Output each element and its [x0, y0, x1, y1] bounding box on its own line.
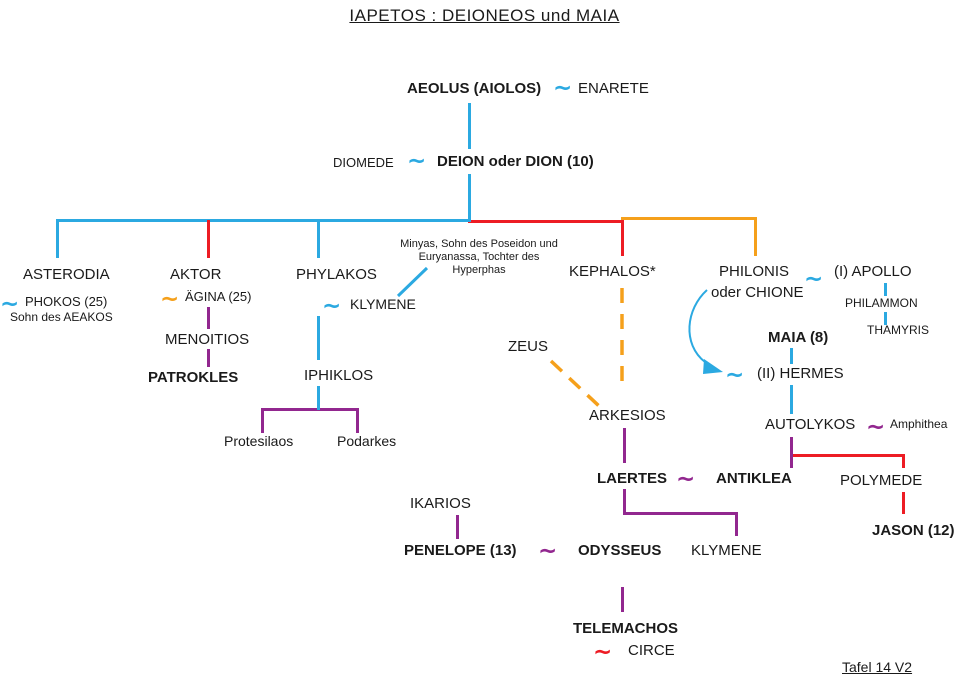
- union-tilde-chione-hermes: ~: [725, 362, 745, 388]
- connector-drop-podarkes: [356, 408, 359, 433]
- node-autolykos: AUTOLYKOS: [765, 416, 856, 433]
- connector-arkesios-laertes: [623, 428, 626, 463]
- connector-drop-polymede: [902, 454, 905, 468]
- node-circe: CIRCE: [628, 642, 675, 659]
- connector-drop-philonis: [754, 217, 757, 256]
- node-maia: MAIA (8): [768, 329, 829, 346]
- connector-aeolus-deion: [468, 103, 471, 149]
- connector-aegina-menoitios: [207, 307, 210, 329]
- node-apollo: (I) APOLLO: [834, 263, 912, 280]
- page-title: IAPETOS : DEIONEOS und MAIA: [349, 6, 620, 25]
- union-tilde-telemachos-circe: ~: [593, 639, 613, 665]
- connector-main-cyan: [56, 219, 470, 222]
- union-tilde-asterodia-phokos: ~: [0, 291, 20, 317]
- note-phokos: Sohn des AEAKOS: [10, 310, 113, 324]
- node-patrokles: PATROKLES: [148, 369, 239, 386]
- connector-laertes-bracket: [623, 489, 626, 514]
- connector-drop-asterodia: [56, 219, 59, 258]
- node-aeolus: AEOLUS (AIOLOS): [407, 80, 542, 97]
- sheet-label: Tafel 14 V2: [842, 659, 913, 675]
- union-tilde-aktor-aegina: ~: [160, 286, 180, 312]
- arrowhead-icon: [703, 359, 723, 374]
- connector-polymede-jason: [902, 492, 905, 514]
- node-antiklea: ANTIKLEA: [716, 470, 792, 487]
- union-tilde-diomede-deion: ~: [407, 148, 427, 174]
- node-diomede: DIOMEDE: [333, 155, 394, 170]
- connector-odysseus-telemachos: [621, 587, 624, 612]
- connector-iphiklos-children: [261, 408, 359, 411]
- connector-ikarios-penelope: [456, 515, 459, 539]
- node-jason: JASON (12): [872, 522, 955, 539]
- connector-autolykos-antiklea: [790, 437, 793, 468]
- union-tilde-autolykos-amphithea: ~: [866, 414, 886, 440]
- node-deion: DEION oder DION (10): [437, 153, 594, 170]
- note-minyas: Minyas, Sohn des Poseidon und Euryanassa…: [393, 238, 565, 277]
- connector-laertes-children: [623, 512, 738, 515]
- node-telemachos: TELEMACHOS: [573, 620, 678, 637]
- node-zeus: ZEUS: [508, 338, 549, 355]
- node-protesilaos: Protesilaos: [224, 433, 294, 449]
- node-menoitios: MENOITIOS: [165, 331, 250, 348]
- note-minyas-line1: Minyas, Sohn des Poseidon und: [400, 238, 558, 250]
- node-odysseus: ODYSSEUS: [578, 542, 662, 559]
- connector-drop-klymene2: [735, 512, 738, 536]
- connector-drop-phylakos: [317, 222, 320, 258]
- node-klymene2: KLYMENE: [691, 542, 762, 559]
- connector-iphiklos-bracket: [317, 386, 320, 410]
- connector-zeus-arkesios-dashed: [549, 359, 601, 408]
- connector-klymene-iphiklos: [317, 316, 320, 360]
- node-enarete: ENARETE: [578, 80, 649, 97]
- node-thamyris: THAMYRIS: [867, 323, 930, 337]
- connector-drop-kephalos: [621, 220, 624, 256]
- note-minyas-line2: Euryanassa, Tochter des: [418, 251, 540, 263]
- node-arkesios: ARKESIOS: [589, 407, 666, 424]
- node-aegina: ÄGINA (25): [185, 289, 252, 304]
- union-tilde-phylakos-klymene: ~: [322, 293, 342, 319]
- union-tilde-aeolus-enarete: ~: [553, 75, 573, 101]
- node-polymede: POLYMEDE: [840, 472, 923, 489]
- connector-klymene-minyas-note: [396, 266, 429, 298]
- note-minyas-line3: Hyperphas: [452, 264, 506, 276]
- connector-autolykos-polymede: [790, 454, 905, 457]
- connector-deion-mainline: [468, 174, 471, 222]
- node-klymene1: KLYMENE: [350, 296, 416, 312]
- node-philonis: PHILONIS: [719, 263, 790, 280]
- union-tilde-penelope-odysseus: ~: [538, 538, 558, 564]
- node-asterodia: ASTERODIA: [23, 266, 110, 283]
- node-podarkes: Podarkes: [337, 433, 397, 449]
- node-phokos: PHOKOS (25): [25, 294, 108, 309]
- connector-drop-aktor: [207, 220, 210, 258]
- connector-main-red: [468, 220, 624, 223]
- node-hermes: (II) HERMES: [757, 365, 844, 382]
- connector-menoitios-patrokles: [207, 349, 210, 367]
- node-amphithea: Amphithea: [890, 417, 948, 431]
- node-iphiklos: IPHIKLOS: [304, 367, 374, 384]
- union-tilde-philonis-apollo: ~: [804, 266, 824, 292]
- connector-apollo-philammon: [884, 283, 887, 296]
- node-philammon: PHILAMMON: [845, 296, 918, 310]
- node-kephalos: KEPHALOS*: [569, 263, 656, 280]
- node-ikarios: IKARIOS: [410, 495, 471, 512]
- connector-maia-hermes: [790, 348, 793, 364]
- connector-hermes-autolykos: [790, 385, 793, 414]
- node-aktor: AKTOR: [170, 266, 222, 283]
- node-philonis-alt: oder CHIONE: [711, 284, 804, 301]
- node-laertes: LAERTES: [597, 470, 668, 487]
- node-penelope: PENELOPE (13): [404, 542, 517, 559]
- node-phylakos: PHYLAKOS: [296, 266, 377, 283]
- connector-drop-protesilaos: [261, 408, 264, 433]
- connector-philammon-thamyris: [884, 312, 887, 325]
- connector-chione-hermes-arrow: [688, 289, 708, 363]
- union-tilde-laertes-antiklea: ~: [676, 466, 696, 492]
- connector-main-orange: [621, 217, 757, 220]
